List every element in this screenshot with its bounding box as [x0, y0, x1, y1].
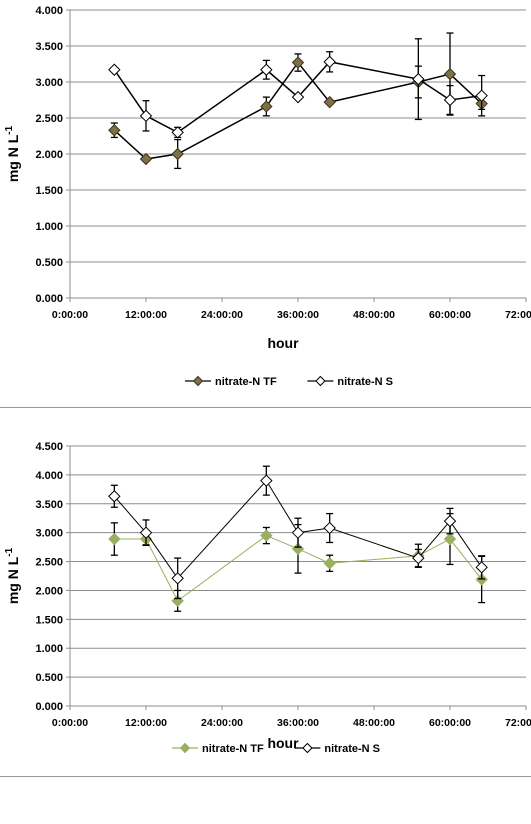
data-point: [291, 90, 305, 104]
chart-panel-2: 0.000 0.500 1.000 1.500 2.000 2.500 3.000 3.500…: [0, 412, 531, 782]
data-point: [108, 63, 121, 76]
data-point: [108, 532, 121, 546]
data-point: [291, 542, 305, 556]
x-tick-label: 0:00:00: [52, 717, 88, 729]
data-point: [412, 72, 425, 86]
data-point: [323, 55, 336, 69]
y-tick-label: 1.500: [35, 185, 63, 197]
y-tick-label: 2.500: [35, 557, 63, 569]
x-tick-label: 60:00:00: [429, 309, 471, 321]
data-point: [323, 521, 336, 535]
y-tick-label: 1.000: [35, 221, 63, 233]
x-tick-label: 48:00:00: [353, 717, 395, 729]
data-point: [443, 93, 457, 107]
y-tick-label: 3.000: [35, 528, 63, 540]
data-point: [108, 124, 121, 137]
x-tick-label: 72:00:00: [505, 309, 531, 321]
y-tick-label: 3.500: [35, 499, 63, 511]
data-point: [260, 529, 273, 542]
data-point: [443, 514, 457, 528]
data-point: [443, 532, 457, 546]
data-point: [139, 526, 153, 539]
x-tick-label: 0:00:00: [52, 309, 88, 321]
data-point: [475, 89, 488, 102]
series-line: [113, 61, 483, 160]
data-point: [291, 56, 305, 69]
data-point: [139, 109, 153, 123]
x-tick-label: 12:00:00: [125, 717, 167, 729]
y-tick-label: 4.000: [35, 470, 63, 482]
y-tick-label: 0.500: [35, 672, 63, 684]
data-point: [323, 95, 336, 109]
data-point: [443, 67, 457, 81]
legend-entry: nitrate-N TF: [172, 742, 264, 755]
legend-label: nitrate-N TF: [215, 376, 277, 388]
data-point: [412, 551, 425, 565]
y-tick-label: 3.000: [35, 77, 63, 89]
chart-panel-1: 0.000 0.500 1.000 1.500 2.000 2.500 3.000 3.500…: [0, 0, 531, 400]
x-tick-label: 24:00:00: [201, 717, 243, 729]
data-point: [315, 375, 326, 387]
panel-divider: [0, 407, 531, 408]
data-point: [291, 526, 305, 539]
data-point: [179, 742, 191, 754]
y-axis-title: mg N L-1: [4, 547, 21, 604]
panel-divider: [0, 776, 531, 777]
data-point: [260, 63, 273, 76]
y-tick-label: 4.500: [35, 441, 63, 453]
data-point: [171, 126, 184, 139]
y-tick-label: 1.500: [35, 614, 63, 626]
data-point: [192, 375, 204, 387]
y-tick-label: 4.000: [35, 5, 63, 17]
legend-label: nitrate-N S: [324, 743, 380, 755]
y-tick-label: 1.000: [35, 643, 63, 655]
x-tick-label: 12:00:00: [125, 309, 167, 321]
legend-entry: nitrate-N S: [294, 742, 380, 755]
chart-1: 0.000 0.500 1.000 1.500 2.000 2.500 3.000 3.500…: [4, 5, 531, 388]
data-point: [475, 561, 488, 574]
data-point: [139, 152, 153, 166]
y-tick-label: 2.000: [35, 585, 63, 597]
data-point: [302, 742, 313, 754]
y-tick-label: 3.500: [35, 41, 63, 53]
y-tick-label: 0.000: [35, 293, 63, 305]
legend-entry: nitrate-N TF: [185, 375, 277, 388]
y-tick-label: 2.500: [35, 113, 63, 125]
data-point: [171, 572, 184, 585]
legend-label: nitrate-N S: [337, 376, 393, 388]
series-nitrate-n-s: [108, 38, 488, 139]
x-tick-label: 72:00:00: [505, 717, 531, 729]
y-axis-title: mg N L-1: [4, 125, 21, 182]
y-tick-label: 0.000: [35, 701, 63, 713]
x-tick-label: 48:00:00: [353, 309, 395, 321]
data-point: [108, 490, 121, 503]
y-tick-label: 2.000: [35, 149, 63, 161]
legend-label: nitrate-N TF: [202, 743, 264, 755]
x-tick-label: 36:00:00: [277, 717, 319, 729]
data-point: [260, 474, 273, 487]
x-tick-label: 24:00:00: [201, 309, 243, 321]
data-point: [171, 147, 184, 161]
x-tick-label: 36:00:00: [277, 309, 319, 321]
data-point: [260, 100, 273, 113]
data-point: [323, 557, 336, 570]
chart-2: 0.000 0.500 1.000 1.500 2.000 2.500 3.000 3.500…: [4, 441, 531, 755]
x-axis-title: hour: [267, 335, 299, 351]
legend-entry: nitrate-N S: [307, 375, 393, 388]
x-axis-title: hour: [267, 735, 299, 751]
x-tick-label: 60:00:00: [429, 717, 471, 729]
y-tick-label: 0.500: [35, 257, 63, 269]
series-nitrate-n-s: [108, 465, 488, 600]
